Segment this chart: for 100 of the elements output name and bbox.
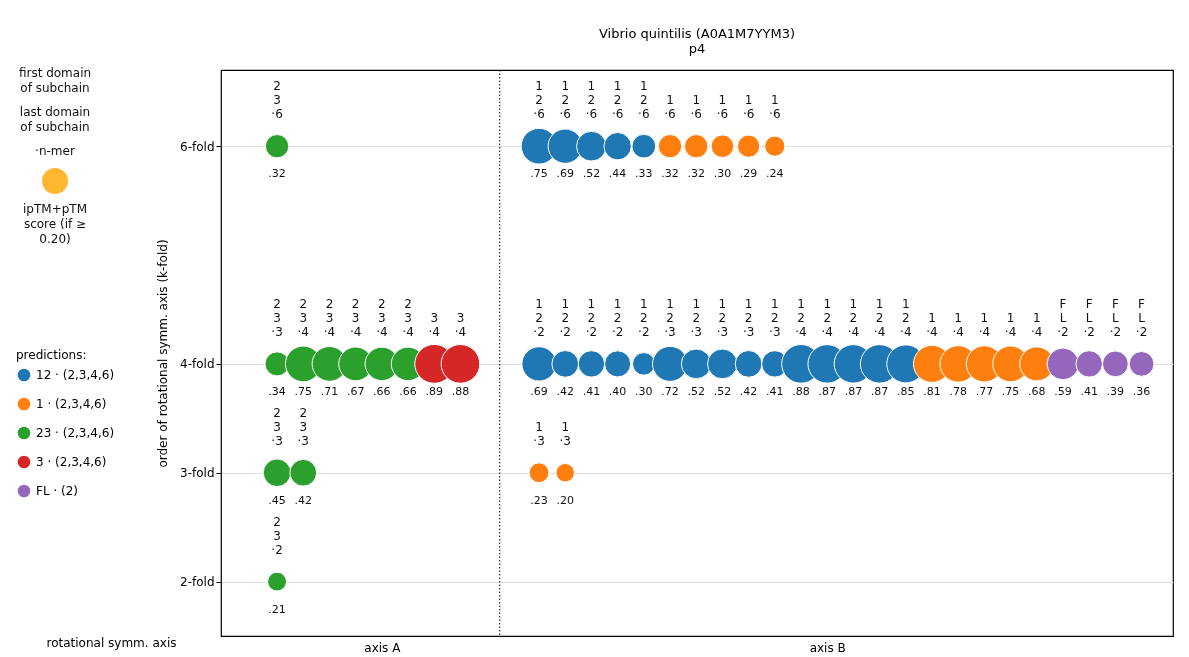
annotation: 3 ·4 — [428, 310, 440, 339]
data-label: .42 — [556, 384, 574, 398]
y-tick-label: 4-fold — [180, 357, 215, 372]
annotation: 2 3 ·4 — [402, 296, 414, 339]
y-tick-label: 6-fold — [180, 139, 215, 154]
data-label: .88 — [451, 384, 470, 398]
data-label: .89 — [425, 384, 443, 398]
annotation: F L ·2 — [1083, 296, 1095, 339]
annotation: 1 2 ·6 — [533, 79, 545, 122]
data-label: .52 — [713, 384, 732, 398]
annotation: 1 2 ·3 — [769, 296, 781, 339]
annotation: 1 ·4 — [952, 310, 964, 339]
annotation: 1 ·3 — [559, 419, 571, 448]
data-label: .41 — [582, 384, 601, 398]
data-label: .42 — [294, 493, 313, 507]
annotation: F L ·2 — [1109, 296, 1122, 339]
data-label: .52 — [687, 384, 705, 398]
data-label: .87 — [844, 384, 863, 398]
annotation: 2 3 ·3 — [297, 405, 309, 448]
data-label: .45 — [268, 493, 286, 507]
y-tick-label: 3-fold — [180, 466, 215, 481]
data-label: .69 — [530, 384, 548, 398]
data-label: .67 — [346, 384, 365, 398]
chart-title: Vibrio quintilis (A0A1M7YYM3) — [598, 25, 796, 41]
annotation: 1 2 ·2 — [611, 296, 624, 339]
data-label: .32 — [687, 167, 705, 181]
data-label: .40 — [608, 384, 627, 398]
text: last domain of subchain — [18, 105, 92, 135]
data-label: .88 — [792, 384, 810, 398]
annotation: 1 2 ·2 — [559, 296, 571, 339]
y-axis-title: order of rotational symm. axis (k-fold) — [156, 239, 171, 468]
annotation: 2 3 ·6 — [271, 79, 283, 122]
annotation: 1 2 ·6 — [638, 79, 650, 122]
annotation: 1 2 ·4 — [821, 296, 833, 339]
annotation: 2 3 ·4 — [323, 296, 336, 339]
annotation: 1 2 ·3 — [742, 296, 755, 339]
annotation: 1 2 ·4 — [847, 296, 860, 339]
annotation: 1 2 ·6 — [611, 79, 624, 122]
annotation: 1 ·4 — [978, 310, 991, 339]
data-label: .41 — [766, 384, 784, 398]
annotation: 1 2 ·2 — [585, 296, 598, 339]
annotation: 1 ·4 — [1004, 310, 1017, 339]
data-label: .29 — [739, 167, 758, 181]
data-label: .87 — [870, 384, 889, 398]
annotation: 1 ·3 — [533, 419, 545, 448]
annotation: 1 2 ·6 — [585, 79, 598, 122]
data-label: .81 — [923, 384, 941, 398]
annotation: 1 ·6 — [664, 93, 676, 122]
text: first domain of subchain — [17, 66, 93, 96]
annotation: 1 ·6 — [769, 93, 781, 122]
annotation: 2 3 ·3 — [271, 296, 283, 339]
x-tick-label: axis A — [364, 640, 402, 655]
data-label: .34 — [268, 384, 286, 398]
data-label: .78 — [949, 384, 967, 398]
data-label: .33 — [635, 167, 653, 181]
data-label: .59 — [1054, 384, 1072, 398]
data-label: .24 — [766, 167, 784, 181]
x-tick-label: axis B — [809, 640, 846, 655]
data-label: .32 — [661, 167, 679, 181]
annotation: 1 2 ·2 — [533, 296, 545, 339]
text: ·n-mer — [34, 144, 76, 159]
legend-label: 23 · (2,3,4,6) — [36, 426, 115, 440]
annotation: 2 3 ·3 — [271, 405, 283, 448]
data-label: .75 — [1001, 384, 1020, 398]
data-label: .71 — [320, 384, 339, 398]
chart-subtitle: p4 — [688, 40, 706, 56]
data-label: .21 — [268, 602, 286, 616]
data-label: .69 — [556, 167, 574, 181]
legend-label: FL · (2) — [36, 484, 79, 498]
data-label: .39 — [1106, 384, 1125, 398]
data-label: .66 — [373, 384, 391, 398]
legend-title: predictions: — [16, 348, 87, 362]
legend-label: 1 · (2,3,4,6) — [36, 397, 107, 411]
text: ipTM+pTM score (if ≥ 0.20) — [22, 202, 88, 247]
annotation: 1 2 ·3 — [716, 296, 729, 339]
x-axis-title: rotational symm. axis — [46, 635, 177, 650]
annotation: 1 2 ·2 — [638, 296, 650, 339]
legend-label: 12 · (2,3,4,6) — [36, 368, 115, 382]
data-label: .30 — [635, 384, 653, 398]
annotation: 1 2 ·4 — [900, 296, 912, 339]
annotation: F L ·2 — [1135, 296, 1148, 339]
data-label: .72 — [661, 384, 679, 398]
data-label: .85 — [897, 384, 915, 398]
annotation: 1 2 ·6 — [559, 79, 571, 122]
data-label: .30 — [713, 167, 732, 181]
annotation: 1 ·4 — [926, 310, 938, 339]
annotation: F L ·2 — [1057, 296, 1069, 339]
annotation: 1 2 ·3 — [664, 296, 676, 339]
data-label: .44 — [608, 167, 627, 181]
data-label: .41 — [1080, 384, 1098, 398]
data-label: .75 — [294, 384, 313, 398]
annotation: 2 3 ·4 — [376, 296, 388, 339]
data-label: .75 — [530, 167, 548, 181]
annotation: 2 3 ·2 — [271, 514, 283, 557]
data-label: .68 — [1028, 384, 1046, 398]
y-tick-label: 2-fold — [180, 575, 215, 590]
annotation: 1 ·6 — [742, 93, 755, 122]
annotation: 2 3 ·4 — [349, 296, 362, 339]
data-label: .32 — [268, 167, 286, 181]
data-label: .23 — [530, 493, 548, 507]
